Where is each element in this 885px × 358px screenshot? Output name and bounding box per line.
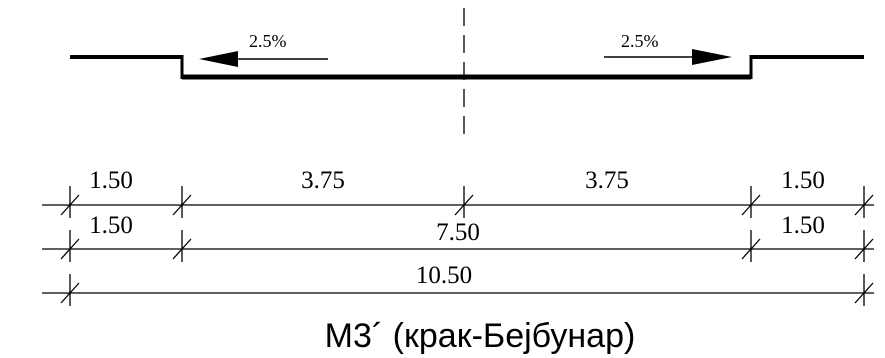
dim-label-left-shoulder-2: 1.50 bbox=[89, 212, 133, 239]
road-profile bbox=[70, 55, 864, 80]
dim-label-left-shoulder-1: 1.50 bbox=[89, 167, 133, 194]
right-slope-label: 2.5% bbox=[621, 31, 659, 51]
dimension-ticks-row1 bbox=[60, 186, 874, 218]
dim-label-left-lane: 3.75 bbox=[301, 167, 345, 194]
dimension-lines bbox=[42, 204, 874, 294]
section-caption: М3´ (крак-Бејбунар) bbox=[325, 317, 636, 355]
left-slope-arrow bbox=[199, 51, 328, 67]
right-arrowhead bbox=[692, 49, 732, 65]
dimension-ticks-row3 bbox=[60, 274, 874, 306]
right-slope-arrow bbox=[604, 49, 732, 65]
dim-label-carriageway: 7.50 bbox=[436, 219, 480, 246]
dim-label-right-shoulder-2: 1.50 bbox=[781, 212, 825, 239]
dim-label-total-width: 10.50 bbox=[416, 262, 472, 289]
dim-label-right-shoulder-1: 1.50 bbox=[781, 167, 825, 194]
dimension-ticks-row2 bbox=[60, 230, 874, 262]
left-arrowhead bbox=[199, 51, 238, 67]
left-slope-label: 2.5% bbox=[249, 31, 287, 51]
dim-label-right-lane: 3.75 bbox=[585, 167, 629, 194]
